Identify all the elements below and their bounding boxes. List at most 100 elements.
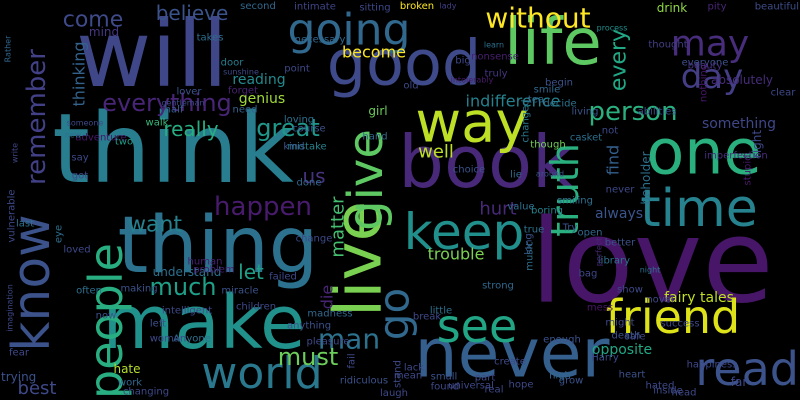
word-tea: tea	[528, 95, 544, 106]
word-smile: smile	[534, 85, 561, 96]
word-door: door	[221, 58, 245, 69]
word-going: going	[288, 5, 411, 56]
word-thing: thing	[118, 201, 319, 291]
word-genius: genius	[239, 91, 285, 107]
word-adventure: adventure	[75, 133, 126, 144]
word-beholder: beholder	[639, 151, 653, 204]
word-living: living	[572, 107, 599, 118]
word-keep: keep	[404, 203, 524, 261]
word-trying: trying	[1, 370, 36, 384]
word-truth: truth	[543, 143, 587, 237]
word-best: best	[18, 378, 57, 399]
word-much: much	[150, 273, 217, 301]
word-boring: boring	[531, 206, 563, 217]
word-anyone: Anyone	[173, 334, 211, 345]
word-long: long	[524, 233, 535, 255]
word-often: often	[76, 286, 102, 297]
word-choice: choice	[453, 165, 485, 176]
word-fairy-tales: fairy tales	[664, 290, 734, 306]
word-loved: loved	[63, 245, 90, 256]
word-safe: safe	[624, 332, 645, 343]
word-girl: girl	[368, 104, 387, 118]
word-new: new	[65, 131, 82, 140]
word-learn: learn	[484, 41, 504, 50]
word-perfect: perfect	[595, 238, 604, 267]
word-make: make	[102, 280, 305, 366]
word-well: well	[418, 142, 454, 163]
word-read: read	[695, 342, 799, 396]
word-bag: bag	[579, 269, 598, 280]
word-never: never	[606, 185, 636, 196]
word-thinking: thinking	[70, 41, 89, 106]
word-something: something	[702, 116, 776, 132]
word-matter: matter	[328, 196, 349, 258]
word-one: one	[646, 116, 761, 189]
word-now: now	[96, 311, 117, 322]
word-know: know	[2, 214, 62, 351]
word-mistake: mistake	[287, 142, 326, 153]
word-gentleman: gentleman	[161, 99, 204, 108]
word-eye: eye	[54, 225, 65, 243]
word-miracle: miracle	[221, 286, 258, 297]
word-will: will	[76, 1, 228, 108]
word-pleasure: pleasure	[307, 337, 350, 348]
word-trouble: trouble	[428, 245, 485, 264]
word-never: never	[415, 315, 610, 394]
word-lady: lady	[440, 2, 457, 11]
word-changing: changing	[123, 387, 169, 398]
word-need: need	[233, 105, 258, 116]
word-value: value	[507, 202, 534, 213]
word-lack: lack	[404, 363, 424, 374]
word-someone: someone	[67, 119, 104, 128]
word-create: create	[494, 357, 526, 368]
word-say: say	[71, 153, 88, 164]
word-intolerably: intolerably	[451, 76, 494, 85]
word-might: might	[605, 318, 634, 329]
word-clear: clear	[771, 88, 797, 99]
word-walk: walk	[146, 118, 169, 129]
word-sunshine: sunshine	[223, 68, 259, 77]
word-hope: hope	[509, 380, 534, 391]
word-sitting: sitting	[359, 3, 390, 14]
word-novel: novel	[646, 295, 673, 306]
word-come: come	[63, 8, 124, 33]
word-woman: woman	[150, 334, 187, 345]
word-open: open	[578, 228, 603, 239]
word-thought: thought	[648, 40, 687, 51]
word-abilities: abilities	[638, 107, 677, 118]
word-forget: forget	[228, 86, 258, 97]
word-found: found	[431, 382, 460, 393]
word-intelligent: intelligent	[162, 306, 212, 317]
word-death: death	[612, 331, 641, 342]
word-nothing: nothing	[699, 64, 710, 102]
word-problem: problem	[193, 265, 234, 276]
word-right: right	[750, 130, 764, 158]
word-left: left	[150, 319, 166, 330]
word-decide: decide	[543, 99, 576, 110]
word-indifference: indifference	[466, 92, 561, 111]
word-loving: loving	[284, 115, 314, 126]
word-part: part	[475, 373, 496, 384]
word-success: success	[660, 319, 699, 330]
word-old: old	[403, 81, 418, 92]
word-understand: understand	[153, 265, 222, 279]
word-fail: fail	[347, 353, 358, 368]
word-write: write	[11, 143, 20, 163]
word-stand: stand	[393, 360, 404, 388]
word-try: Try	[562, 223, 578, 234]
word-grow: grow	[559, 376, 584, 387]
word-fear: fear	[9, 348, 30, 359]
word-find: find	[604, 145, 623, 175]
word-break: break	[413, 312, 442, 323]
word-hated: hated	[646, 381, 675, 392]
word-hate: hate	[113, 362, 140, 376]
word-happiness: happiness	[687, 360, 738, 371]
word-enough: enough	[543, 335, 581, 346]
word-believe: believe	[156, 1, 229, 25]
word-children: children	[236, 302, 276, 313]
word-go: go	[370, 288, 419, 340]
word-inside: inside	[653, 386, 683, 397]
word-heart: heart	[619, 370, 646, 381]
